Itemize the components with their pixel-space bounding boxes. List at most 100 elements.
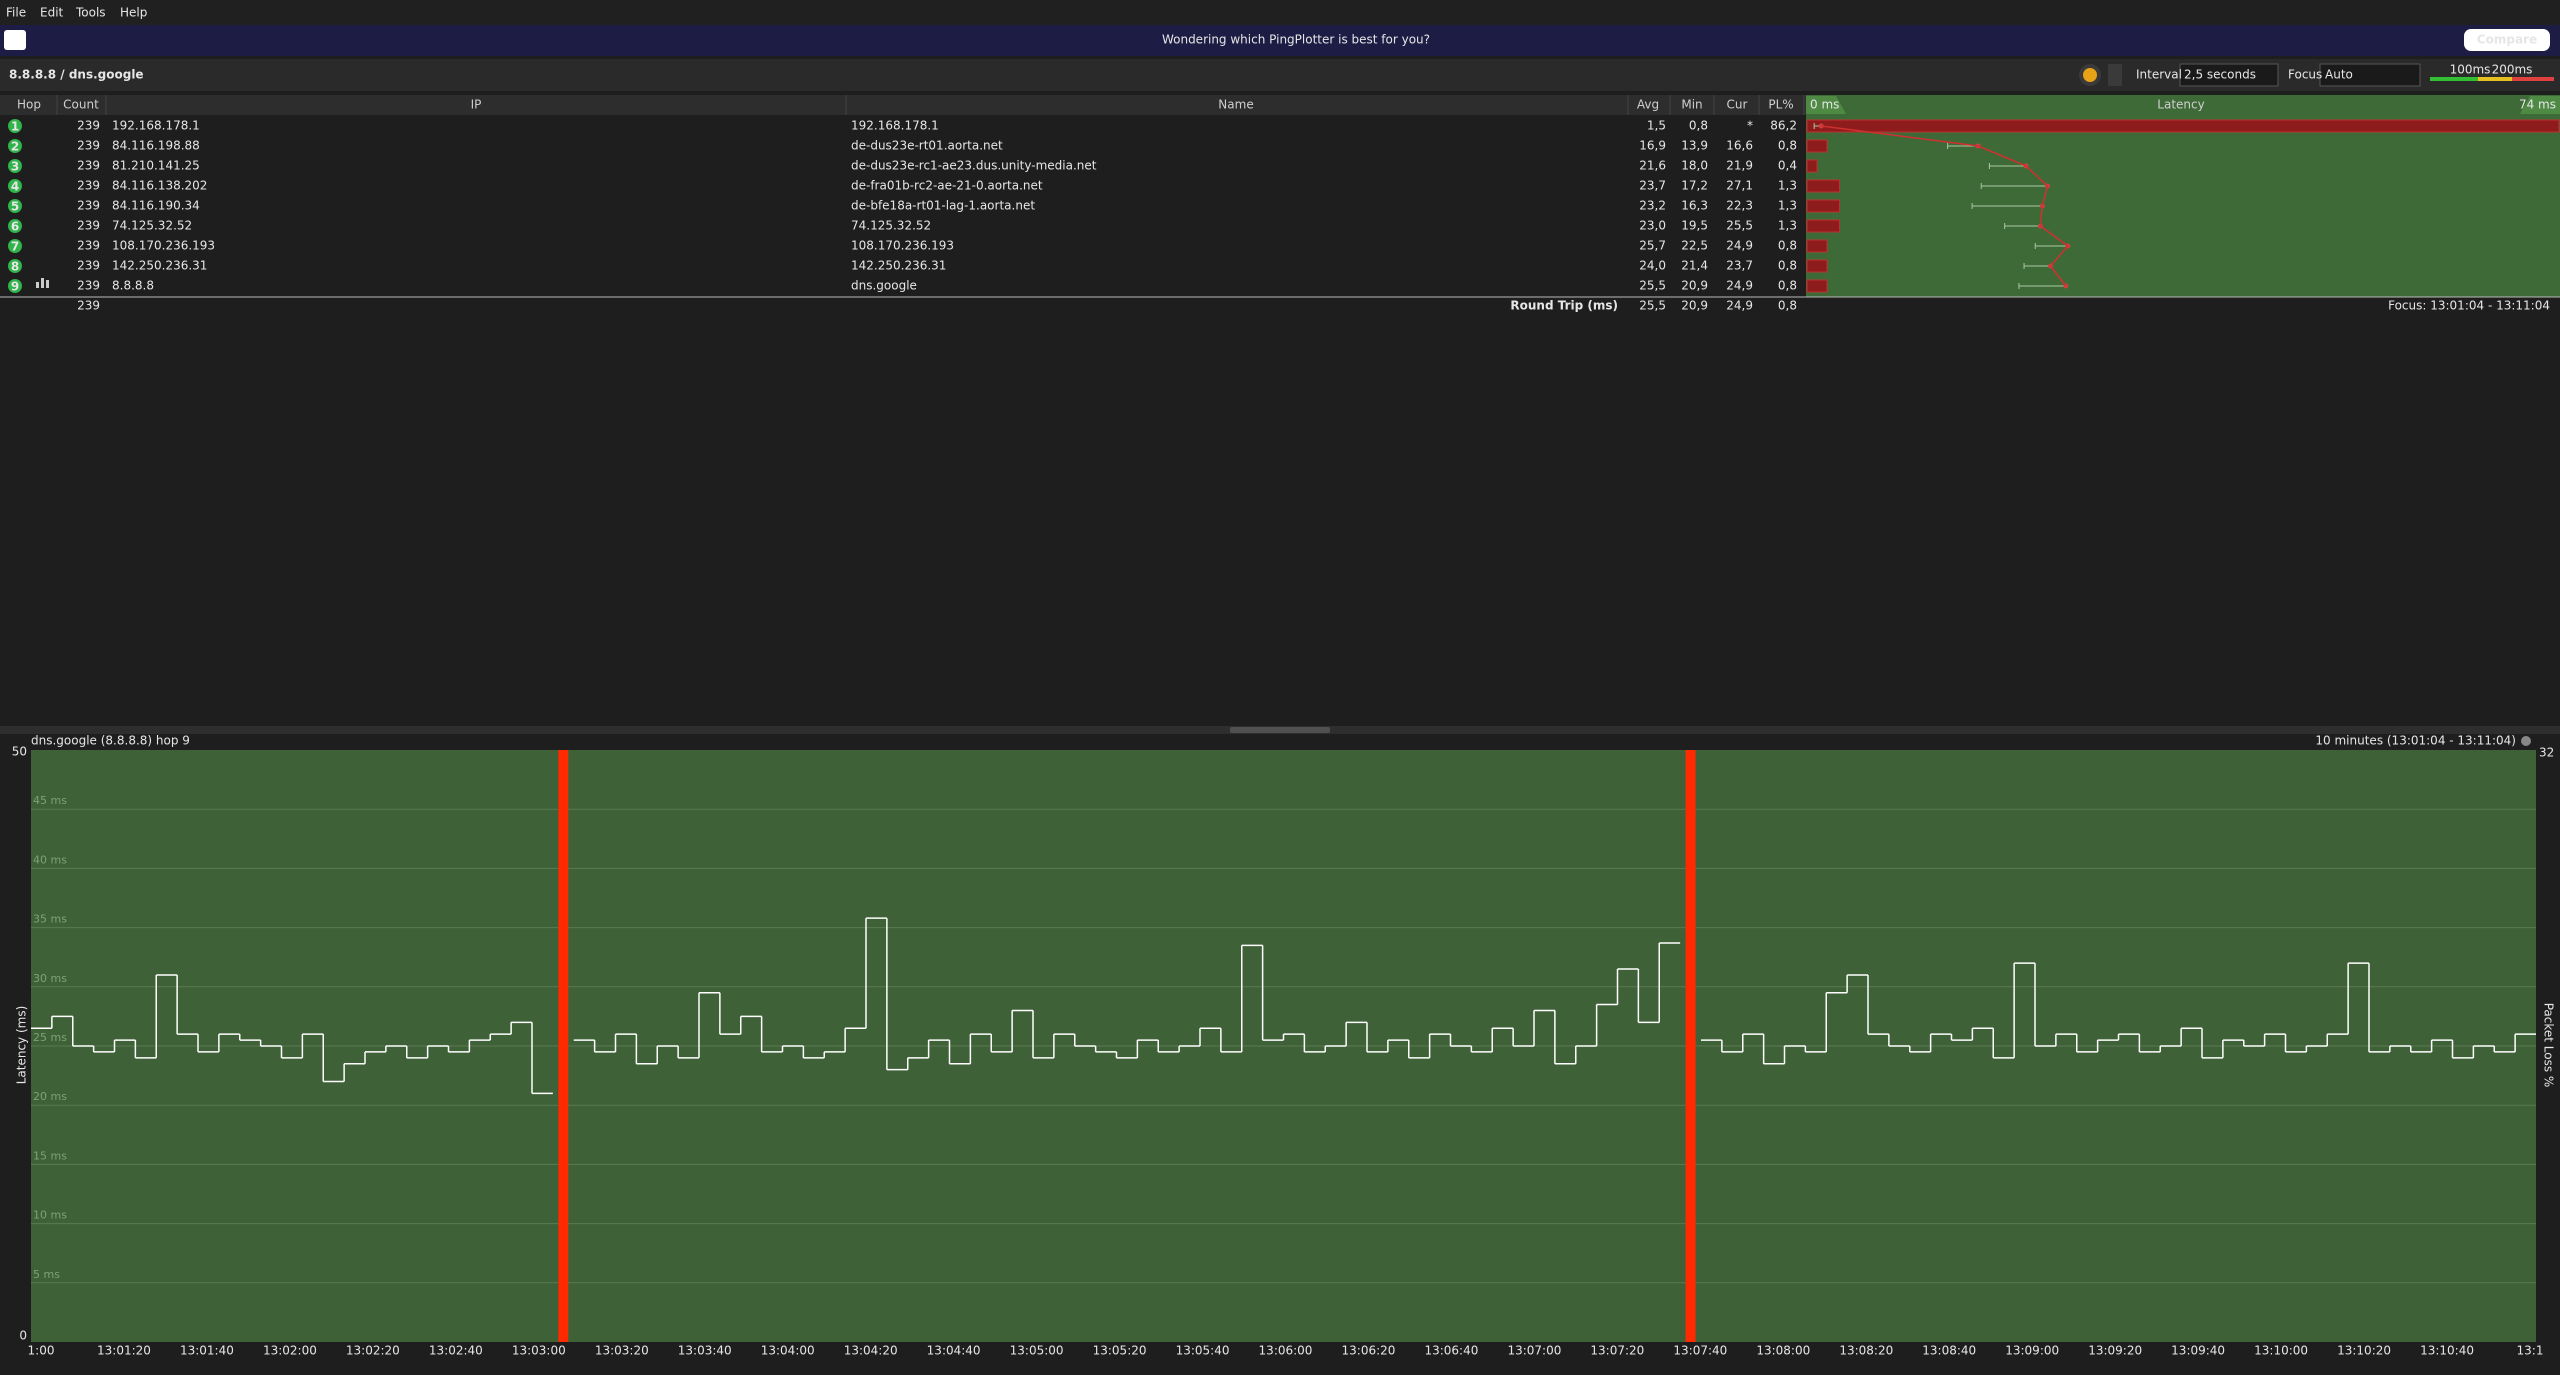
hop-number: 5 [11, 200, 19, 214]
column-header[interactable]: IP [471, 98, 482, 112]
x-tick-label: 13:09:40 [2171, 1344, 2225, 1358]
x-tick-label: 13:10:00 [2254, 1344, 2308, 1358]
summary-focus: Focus: 13:01:04 - 13:11:04 [2388, 299, 2550, 313]
packet-loss-bar [1806, 199, 1840, 213]
hop-badge [8, 239, 22, 253]
x-tick-label: 13:05:00 [1010, 1344, 1064, 1358]
cell: 25,5 [1639, 279, 1666, 293]
interval-select[interactable] [2179, 63, 2279, 87]
x-tick-label: 13:08:40 [1922, 1344, 1976, 1358]
column-header[interactable]: Cur [1727, 98, 1748, 112]
toolbar [0, 59, 2560, 91]
cell: 142.250.236.31 [112, 259, 207, 273]
y-tick-label: 5 ms [33, 1268, 60, 1281]
target-label: 8.8.8.8 / dns.google [9, 68, 144, 82]
packet-loss-bar [1806, 259, 1828, 273]
cell: 22,3 [1726, 199, 1753, 213]
graph-range-icon[interactable] [2521, 736, 2531, 746]
cell: 84.116.190.34 [112, 199, 200, 213]
cell: 239 [77, 179, 100, 193]
y-tick-label: 50 [12, 745, 27, 759]
compare-button[interactable] [2464, 29, 2550, 51]
hop-badge [8, 219, 22, 233]
column-header[interactable]: Name [1218, 98, 1253, 112]
y-tick-label: 35 ms [33, 913, 67, 926]
column-header[interactable]: PL% [1768, 98, 1793, 112]
graph-icon [41, 278, 44, 288]
packet-loss-bar [1806, 139, 1828, 153]
x-tick-label: 13:04:00 [761, 1344, 815, 1358]
cell: 25,5 [1726, 219, 1753, 233]
pause-dropdown[interactable] [2108, 64, 2122, 86]
column-header[interactable]: Count [63, 98, 99, 112]
column-header[interactable]: Hop [17, 98, 41, 112]
packet-loss-bar [1806, 219, 1840, 233]
hop-badge [8, 259, 22, 273]
cell: 24,0 [1639, 259, 1666, 273]
menu-item[interactable]: Help [120, 6, 147, 20]
y2-top-label: 32 [2539, 746, 2554, 760]
cell: 24,9 [1726, 239, 1753, 253]
y-tick-label: 0 [19, 1329, 27, 1343]
cell: 239 [77, 119, 100, 133]
cell: 142.250.236.31 [851, 259, 946, 273]
column-header[interactable]: Latency [2157, 98, 2204, 112]
interval-value[interactable]: 2,5 seconds [2184, 68, 2256, 82]
splitter-handle[interactable] [1230, 727, 1330, 733]
cell: 239 [77, 279, 100, 293]
hop-number: 1 [11, 120, 19, 134]
x-tick-label: 13:01:20 [97, 1344, 151, 1358]
cell: 23,7 [1726, 259, 1753, 273]
cell: 22,5 [1681, 239, 1708, 253]
x-tick-label: 13:04:20 [844, 1344, 898, 1358]
packet-loss-marker [1685, 750, 1696, 1342]
summary-value: 0,8 [1778, 299, 1797, 313]
banner-text: Wondering which PingPlotter is best for … [1162, 33, 1430, 47]
legend-label: 200ms [2492, 63, 2533, 77]
cell: 108.170.236.193 [112, 239, 215, 253]
cell: 1,3 [1778, 199, 1797, 213]
cell: de-fra01b-rc2-ae-21-0.aorta.net [851, 179, 1043, 193]
x-tick-label: 13:09:00 [2005, 1344, 2059, 1358]
x-tick-label: 13:05:40 [1176, 1344, 1230, 1358]
hop-badge [8, 119, 22, 133]
interval-label: Interval [2136, 68, 2182, 82]
cell: 108.170.236.193 [851, 239, 954, 253]
x-tick-label: 13:10:40 [2420, 1344, 2474, 1358]
focus-value[interactable]: Auto [2325, 68, 2353, 82]
packet-loss-marker [558, 750, 569, 1342]
menu-item[interactable]: File [6, 6, 26, 20]
menu-item[interactable]: Edit [40, 6, 64, 20]
x-tick-label: 13:02:20 [346, 1344, 400, 1358]
cell: 20,9 [1681, 279, 1708, 293]
x-tick-label: 13:09:20 [2088, 1344, 2142, 1358]
legend-label: 100ms [2450, 63, 2491, 77]
y-tick-label: 20 ms [33, 1090, 67, 1103]
x-tick-label: 13:10:20 [2337, 1344, 2391, 1358]
y-tick-label: 10 ms [33, 1209, 67, 1222]
packet-loss-bar [1806, 179, 1840, 193]
hop-number: 3 [11, 160, 19, 174]
cell: 24,9 [1726, 279, 1753, 293]
x-tick-label: 13:07:40 [1673, 1344, 1727, 1358]
cell: 192.168.178.1 [112, 119, 200, 133]
column-header[interactable]: Min [1681, 98, 1702, 112]
cell: 25,7 [1639, 239, 1666, 253]
hop-number: 6 [11, 220, 19, 234]
cell: dns.google [851, 279, 917, 293]
menu-item[interactable]: Tools [75, 6, 106, 20]
y2-axis-title: Packet Loss % [2542, 1003, 2556, 1088]
cell: 1,3 [1778, 179, 1797, 193]
column-header[interactable]: Avg [1637, 98, 1659, 112]
graph-icon [46, 280, 49, 288]
cell: 81.210.141.25 [112, 159, 200, 173]
hop-number: 9 [11, 280, 19, 294]
cell: 0,8 [1778, 259, 1797, 273]
cell: 16,3 [1681, 199, 1708, 213]
compare-label[interactable]: Compare [2477, 33, 2537, 47]
focus-select[interactable] [2319, 63, 2421, 87]
latency-scale-label: 0 ms [1810, 98, 1839, 112]
x-tick-label: 13:03:40 [678, 1344, 732, 1358]
